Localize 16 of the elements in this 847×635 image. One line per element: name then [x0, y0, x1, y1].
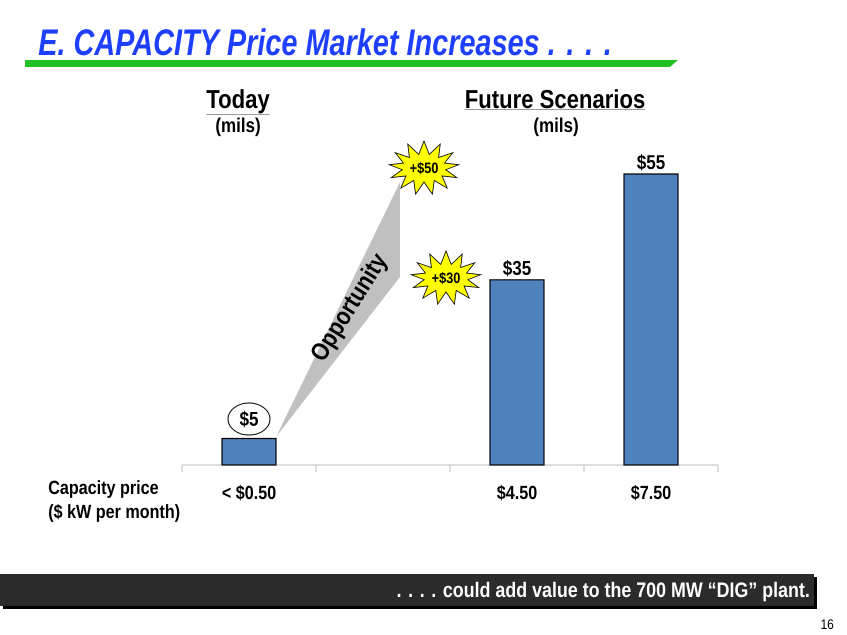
x-tick-label: < $0.50	[222, 484, 276, 500]
text: Today	[206, 89, 270, 114]
text: Future Scenarios	[466, 89, 644, 108]
x-tick-label: $7.50	[631, 484, 671, 500]
annotation: +$30	[432, 272, 460, 284]
annotation: +$50	[410, 162, 438, 174]
x-tick-label: $4.50	[497, 484, 537, 500]
text: . . . . could add value to the 700 MW “DIG” plant.	[398, 582, 809, 602]
data-label: $55	[637, 154, 665, 170]
x-axis-title: Capacity price ($ kW per month)	[48, 480, 180, 522]
data-label: $35	[503, 260, 531, 276]
text: (mils)	[534, 118, 578, 136]
data-label: $5	[240, 410, 258, 428]
text: (mils)	[216, 118, 260, 136]
text: 16	[821, 619, 834, 630]
chart-title: E. CAPACITY Price Market Increases . . . .	[38, 28, 610, 56]
